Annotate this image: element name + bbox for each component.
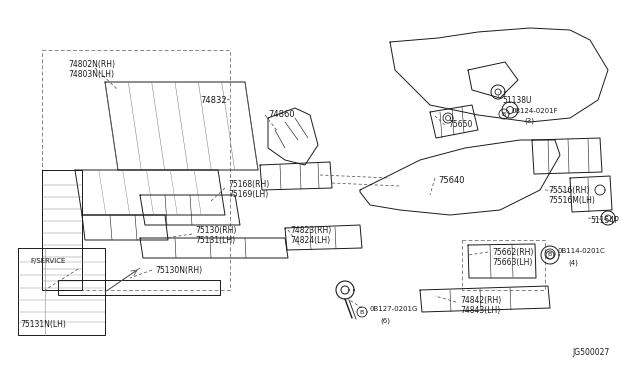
Text: 74832: 74832 [200, 96, 227, 105]
Text: B: B [360, 310, 364, 314]
Text: F/SERVICE: F/SERVICE [30, 258, 65, 264]
Text: 75650: 75650 [448, 120, 472, 129]
Text: (6): (6) [380, 318, 390, 324]
Text: 74823(RH): 74823(RH) [290, 226, 332, 235]
Text: 51154P: 51154P [590, 216, 619, 225]
Text: 75169(LH): 75169(LH) [228, 190, 268, 199]
Text: 75640: 75640 [438, 176, 465, 185]
Text: 51138U: 51138U [502, 96, 531, 105]
Text: 0B114-0201C: 0B114-0201C [558, 248, 605, 254]
Text: B: B [548, 251, 552, 257]
Text: 74803N(LH): 74803N(LH) [68, 70, 114, 79]
Text: 74860: 74860 [268, 110, 294, 119]
Text: 75130N(RH): 75130N(RH) [155, 266, 202, 275]
Text: 75516(RH): 75516(RH) [548, 186, 589, 195]
Text: (4): (4) [568, 260, 578, 266]
Text: 75131(LH): 75131(LH) [195, 236, 235, 245]
Text: 74842(RH): 74842(RH) [460, 296, 501, 305]
Text: 75168(RH): 75168(RH) [228, 180, 269, 189]
Text: 74802N(RH): 74802N(RH) [68, 60, 115, 69]
Text: 08124-0201F: 08124-0201F [512, 108, 559, 114]
Text: B: B [502, 112, 506, 116]
Text: 74843(LH): 74843(LH) [460, 306, 500, 315]
Text: 74824(LH): 74824(LH) [290, 236, 330, 245]
Text: JG500027: JG500027 [572, 348, 609, 357]
Text: (3): (3) [524, 118, 534, 125]
Text: 75131N(LH): 75131N(LH) [20, 320, 66, 329]
Text: 75663(LH): 75663(LH) [492, 258, 532, 267]
Text: 0B127-0201G: 0B127-0201G [370, 306, 419, 312]
Text: 75130(RH): 75130(RH) [195, 226, 236, 235]
Text: 75516M(LH): 75516M(LH) [548, 196, 595, 205]
Text: 75662(RH): 75662(RH) [492, 248, 533, 257]
